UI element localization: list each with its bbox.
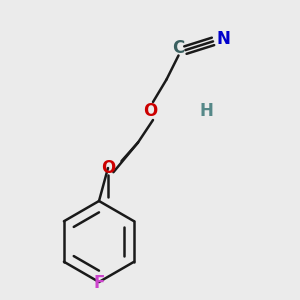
Text: H: H [200,102,213,120]
Text: O: O [143,102,157,120]
Text: N: N [216,30,230,48]
Text: F: F [93,274,105,292]
Text: C: C [172,39,184,57]
Text: O: O [101,159,115,177]
